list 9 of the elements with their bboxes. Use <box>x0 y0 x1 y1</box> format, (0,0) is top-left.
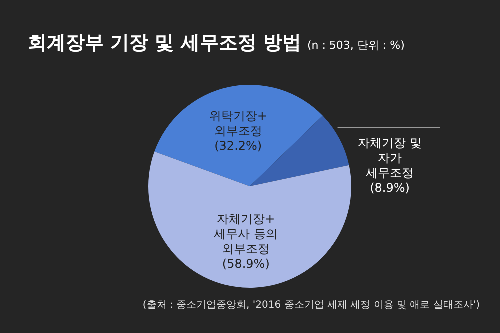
data-label: (8.9%) <box>370 180 410 195</box>
text: (출처 : 중소기업중앙회, '2016 중소기업 세제 세정 이용 및 애로 실태조사') <box>142 299 480 312</box>
slice-label: 자체기장 및 자가 세무조정 <box>358 136 422 180</box>
data-label: (58.9%) <box>222 256 270 271</box>
slice-label: 위탁기장+ 외부조정 <box>209 109 268 138</box>
slice-label: 자체기장+ 세무사 등의 외부조정 <box>214 212 278 256</box>
data-label: (32.2%) <box>214 139 262 154</box>
chart-subtitle: (n : 503, 단위 : %) <box>307 39 405 52</box>
chart-title: 회계장부 기장 및 세무조정 방법 <box>28 32 302 54</box>
